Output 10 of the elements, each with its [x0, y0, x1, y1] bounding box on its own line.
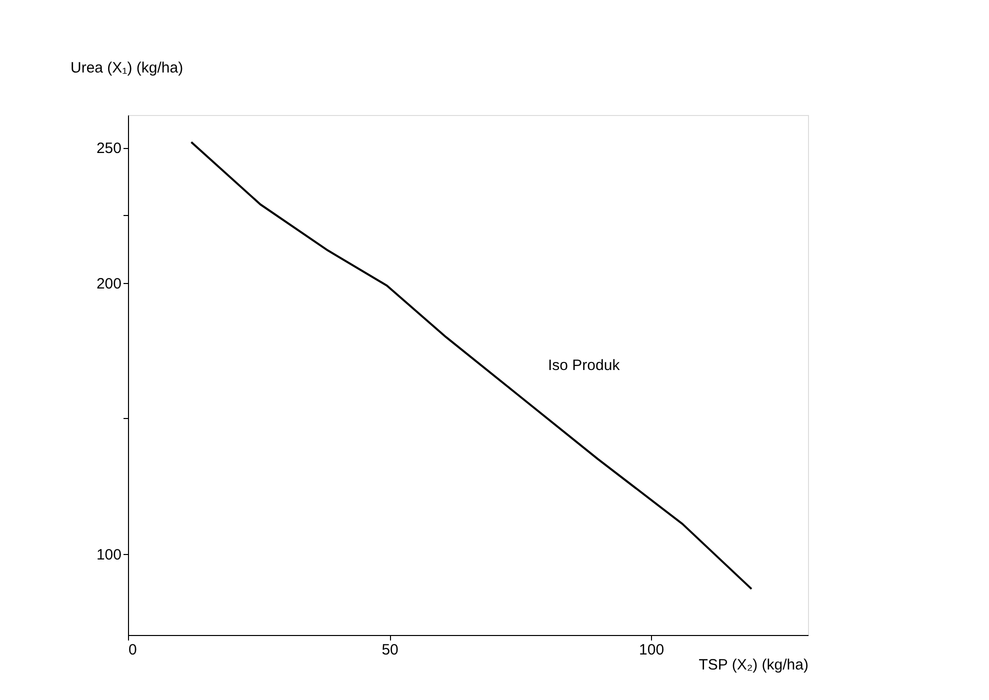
y-tick-label: 100 [96, 546, 122, 564]
x-axis-title: TSP (X₂) (kg/ha) [698, 656, 808, 674]
x-tick-label: 50 [382, 642, 398, 658]
annotation: Iso Produk [548, 357, 620, 374]
y-tick-label: 200 [96, 275, 122, 292]
y-axis-title: Urea (X₁) (kg/ha) [70, 60, 184, 76]
y-tick-label: 250 [96, 140, 122, 157]
x-tick-label: 100 [639, 642, 664, 658]
line-series [190, 141, 753, 590]
x-tick-label: 0 [128, 642, 137, 658]
